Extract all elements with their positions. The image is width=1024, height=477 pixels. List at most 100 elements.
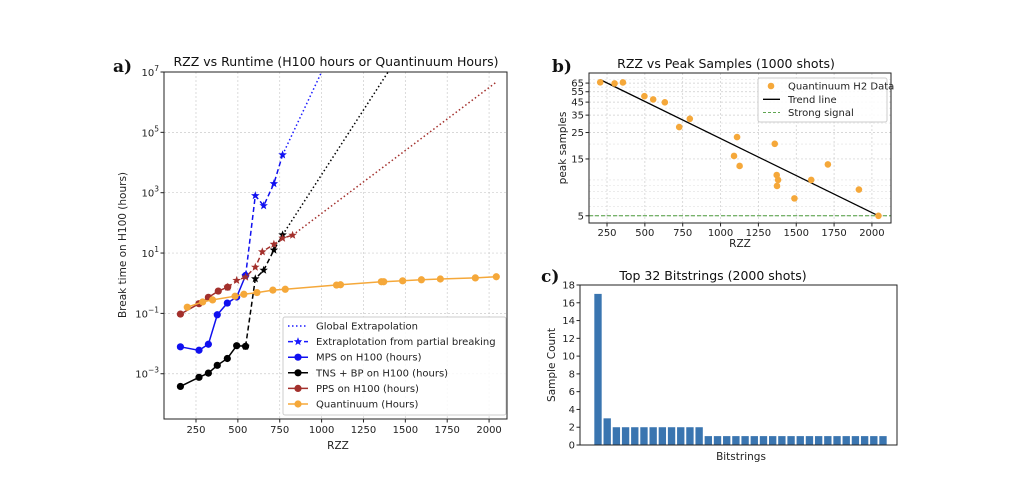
data-point	[596, 79, 604, 86]
legend-marker	[294, 400, 302, 408]
data-point	[253, 288, 261, 297]
data-point	[611, 80, 618, 87]
y-tick-label: 4	[569, 405, 575, 416]
data-point-star	[259, 201, 268, 210]
bar	[704, 436, 712, 445]
legend-label: MPS on H100 (hours)	[316, 353, 422, 364]
legend-label: Extraplotation from partial breaking	[316, 337, 496, 348]
bar	[814, 436, 823, 445]
legend-marker	[294, 353, 302, 361]
bar	[769, 436, 777, 445]
y-tick-label: 18	[562, 281, 575, 292]
chart-a-legend	[282, 316, 507, 416]
bar	[796, 436, 804, 445]
chart-a-xlabel: RZZ	[327, 440, 349, 452]
y-tick-exp: 1	[154, 245, 159, 254]
chart-c-ylabel: Sample Count	[546, 328, 558, 402]
y-tick-label: 10−1	[135, 305, 159, 320]
y-tick-label: 45	[571, 98, 584, 109]
y-tick-base: 10	[141, 68, 154, 79]
legend-label: Global Extrapolation	[316, 322, 418, 333]
series-mps-global	[281, 72, 323, 156]
chart-b-xlabel: RZZ	[729, 238, 751, 250]
y-tick-label: 16	[562, 298, 575, 309]
data-point-star	[259, 265, 268, 274]
data-point	[436, 275, 444, 283]
bar	[631, 427, 639, 445]
chart-b-title: RZZ vs Peak Samples (1000 shots)	[617, 56, 835, 71]
y-tick-base: 10	[141, 128, 154, 139]
legend-marker	[294, 384, 302, 392]
data-point-star	[269, 245, 279, 254]
data-point	[204, 369, 212, 377]
data-point	[771, 140, 779, 148]
bar	[621, 427, 630, 445]
data-point	[824, 161, 832, 168]
data-point	[399, 277, 407, 285]
y-tick-label: 12	[562, 334, 575, 345]
y-tick-label: 0	[569, 441, 575, 452]
data-point	[736, 162, 743, 170]
data-point	[380, 278, 388, 286]
y-tick-exp: −3	[148, 366, 159, 375]
y-tick-label: 10	[562, 352, 575, 363]
data-point	[774, 176, 782, 184]
legend-box	[757, 77, 888, 123]
legend-box	[282, 316, 507, 416]
bar	[870, 436, 878, 445]
chart-b-ylabel: peak samples	[557, 112, 569, 185]
bar	[860, 436, 869, 445]
x-tick-label: 2000	[859, 228, 884, 239]
data-point	[855, 186, 863, 193]
data-point	[336, 281, 345, 289]
bar	[824, 436, 832, 445]
bar	[649, 427, 657, 445]
x-tick-label: 750	[673, 228, 692, 239]
data-point	[791, 195, 798, 202]
data-point-star	[232, 275, 241, 284]
bar	[732, 436, 740, 445]
y-tick-label: 107	[141, 64, 159, 79]
data-point	[675, 123, 683, 131]
data-point	[183, 303, 191, 311]
chart-a-ylabel: Break time on H100 (hours)	[117, 172, 129, 318]
chart-b-data	[589, 79, 891, 220]
y-tick-label: 6	[569, 387, 575, 398]
legend-label: Trend line	[787, 95, 837, 106]
data-point	[176, 343, 185, 351]
y-tick-label: 65	[571, 79, 584, 90]
bar	[741, 436, 749, 445]
data-point	[176, 310, 185, 318]
chart-c-title: Top 32 Bitstrings (2000 shots)	[618, 268, 806, 283]
bar	[805, 436, 814, 445]
data-point	[417, 276, 426, 284]
legend-label: TNS + BP on H100 (hours)	[315, 368, 448, 379]
bar	[667, 427, 676, 445]
data-point	[269, 286, 277, 294]
data-point-star	[278, 233, 287, 242]
bar	[677, 427, 685, 445]
y-tick-label: 15	[571, 154, 584, 165]
data-point-star	[251, 274, 260, 283]
data-point	[773, 182, 781, 190]
bar	[842, 436, 850, 445]
legend-marker	[767, 82, 775, 90]
x-tick-label: 1500	[784, 228, 809, 239]
data-point	[213, 311, 221, 319]
y-tick-label: 103	[141, 185, 159, 200]
data-point	[649, 96, 657, 103]
y-tick-exp: 7	[154, 64, 159, 73]
legend-marker	[294, 369, 302, 377]
data-point-star	[241, 272, 250, 281]
x-tick-label: 1000	[708, 228, 733, 239]
chart-a-title: RZZ vs Runtime (H100 hours or Quantinuum…	[174, 54, 499, 69]
y-tick-label: 2	[569, 423, 575, 434]
legend-label: Strong signal	[788, 108, 854, 119]
bar	[778, 436, 786, 445]
chart-a-frame	[163, 71, 508, 420]
bar	[759, 436, 768, 445]
x-tick-label: 1000	[309, 425, 334, 436]
data-point	[195, 373, 203, 381]
data-point	[807, 176, 815, 184]
